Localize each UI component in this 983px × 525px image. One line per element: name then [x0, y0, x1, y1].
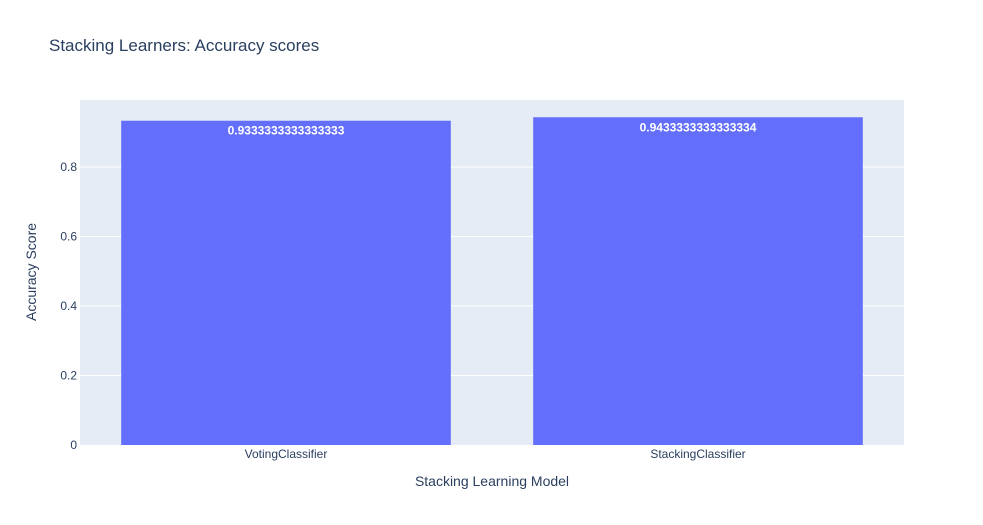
x-tick-label: VotingClassifier	[245, 447, 328, 461]
bar-data-label: 0.9333333333333333	[228, 124, 345, 138]
y-tick-label: 0.6	[60, 230, 77, 244]
y-tick-label: 0.8	[60, 160, 77, 174]
x-axis-ticks: VotingClassifier StackingClassifier	[245, 447, 746, 461]
bar-data-label: 0.9433333333333334	[640, 120, 757, 134]
y-axis-title: Accuracy Score	[23, 223, 39, 321]
bar-StackingClassifier	[533, 117, 863, 445]
y-tick-label: 0	[70, 438, 77, 452]
y-axis-ticks: 0 0.2 0.4 0.6 0.8	[60, 160, 77, 452]
chart-title: Stacking Learners: Accuracy scores	[49, 36, 319, 55]
y-tick-label: 0.2	[60, 369, 77, 383]
x-axis-title: Stacking Learning Model	[415, 473, 569, 489]
bars: 0.9333333333333333 0.9433333333333334	[121, 117, 863, 446]
bar-VotingClassifier	[121, 120, 451, 446]
y-tick-label: 0.4	[60, 299, 77, 313]
x-tick-label: StackingClassifier	[650, 447, 745, 461]
